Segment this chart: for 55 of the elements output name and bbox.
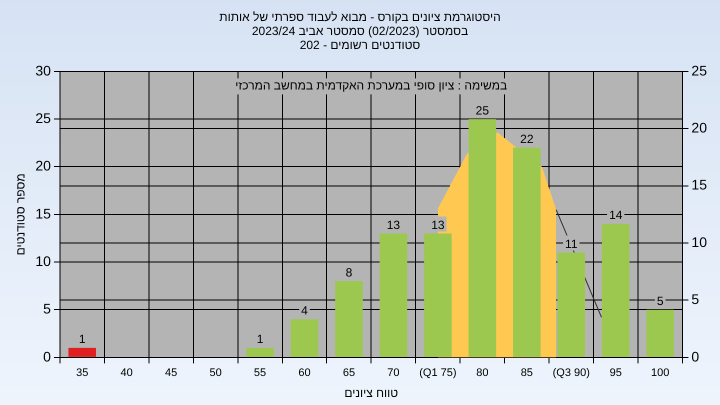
data-label: 13 bbox=[431, 218, 445, 232]
x-tick-label: (Q1 75) bbox=[419, 367, 457, 380]
data-label: 4 bbox=[301, 304, 308, 318]
bar bbox=[646, 310, 674, 357]
y-tick-label: 25 bbox=[35, 110, 52, 126]
x-tick-label: 50 bbox=[209, 367, 222, 380]
bar bbox=[468, 119, 496, 357]
x-tick-label: 65 bbox=[342, 367, 356, 380]
text: סטודנטים רשומים - 202 bbox=[300, 38, 420, 52]
x-tick-label: 55 bbox=[254, 367, 266, 380]
annotation: במשימה : ציון סופי במערכת האקדמית במחשב המרכזי bbox=[235, 78, 508, 93]
data-label: 14 bbox=[609, 208, 623, 222]
text: היסטוגרמת ציונים בקורס - מבוא לעבוד ספרתי של אותות bbox=[219, 10, 501, 24]
y-tick-label: 0 bbox=[43, 348, 52, 364]
y2-tick-label: 5 bbox=[691, 291, 700, 308]
bar bbox=[424, 233, 452, 357]
x-tick-label: 70 bbox=[387, 367, 400, 380]
bar bbox=[290, 319, 318, 357]
y2-tick-label: 25 bbox=[691, 62, 708, 78]
y-tick-label: 15 bbox=[35, 205, 52, 222]
bar bbox=[513, 148, 541, 357]
x-axis-title: טווח ציונים bbox=[344, 386, 398, 400]
y2-tick-label: 10 bbox=[691, 234, 708, 250]
text: בסמסטר (02/2023) סמסטר אביב 2023/24 bbox=[252, 24, 468, 38]
y-tick-label: 10 bbox=[35, 252, 52, 269]
x-tick-label: (Q3 90) bbox=[552, 367, 590, 380]
x-tick-label: 85 bbox=[520, 367, 533, 380]
bar bbox=[246, 348, 274, 357]
x-tick-label: 60 bbox=[298, 367, 311, 380]
x-tick-label: 40 bbox=[120, 367, 133, 380]
y-axis-title: מספר סטודנטים bbox=[14, 173, 28, 256]
data-label: 8 bbox=[346, 265, 353, 280]
y2-tick-label: 15 bbox=[691, 176, 708, 193]
y-tick-label: 5 bbox=[43, 300, 52, 317]
x-tick-label: 35 bbox=[76, 367, 88, 380]
y2-tick-label: 0 bbox=[691, 348, 700, 364]
bar bbox=[602, 224, 630, 357]
data-label: 22 bbox=[520, 132, 534, 146]
bar bbox=[380, 233, 408, 357]
bar bbox=[335, 281, 363, 357]
bar bbox=[557, 252, 586, 357]
data-label: 5 bbox=[656, 294, 664, 308]
x-tick-label: 95 bbox=[610, 367, 622, 380]
data-label: 1 bbox=[78, 332, 86, 346]
data-label: 25 bbox=[476, 103, 490, 118]
x-tick-label: 100 bbox=[651, 367, 670, 380]
y-tick-label: 20 bbox=[35, 158, 52, 174]
x-tick-label: 45 bbox=[165, 367, 178, 380]
bar bbox=[68, 348, 96, 357]
x-tick-label: 80 bbox=[476, 367, 488, 380]
data-label: 11 bbox=[565, 236, 578, 251]
data-label: 1 bbox=[256, 332, 264, 346]
y2-tick-label: 20 bbox=[691, 119, 708, 136]
data-label: 13 bbox=[386, 218, 400, 232]
y-tick-label: 30 bbox=[35, 62, 52, 78]
